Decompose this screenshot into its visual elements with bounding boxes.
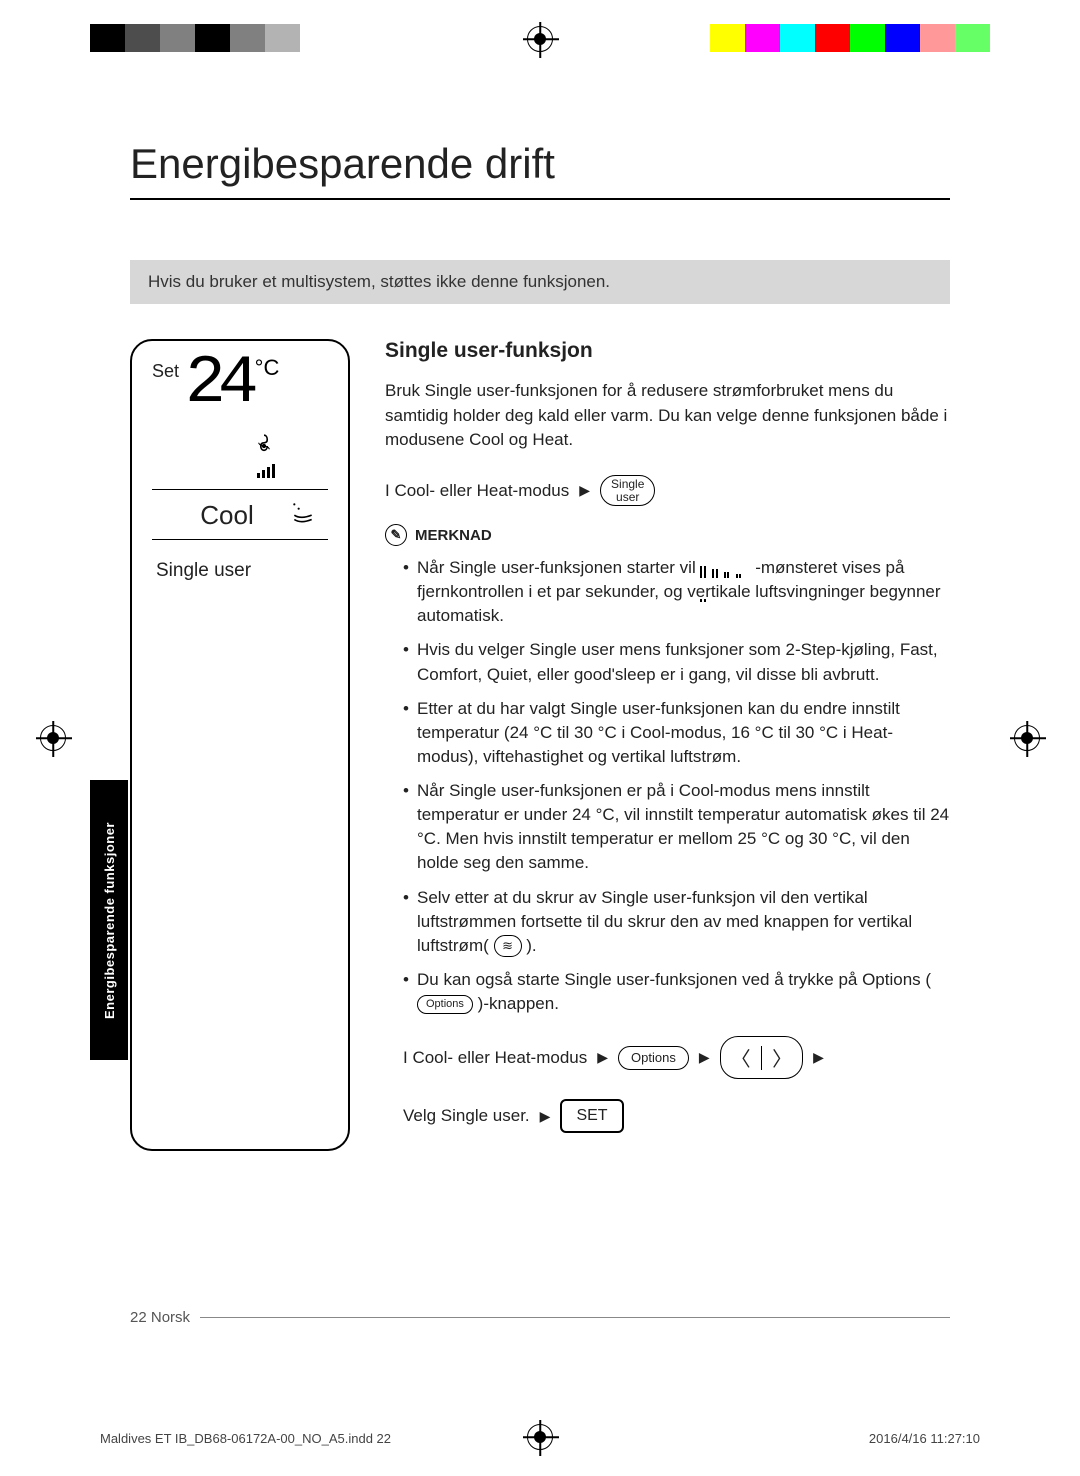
page-content: Energibesparende drift Hvis du bruker et… (90, 100, 990, 1376)
single-user-label: Single user (156, 560, 328, 582)
registration-mark-icon (1014, 725, 1040, 751)
step-line-1: I Cool- eller Heat-modus ▶ Single user (385, 475, 950, 506)
options-button: Options (618, 1046, 689, 1070)
list-item: Etter at du har valgt Single user-funksj… (403, 697, 950, 769)
set-button: SET (560, 1099, 623, 1133)
fan-icon (255, 383, 277, 464)
registration-mark-icon (40, 725, 66, 751)
side-tab: Energibesparende funksjoner (90, 780, 128, 1060)
temperature-value: 24 (185, 357, 251, 411)
options-button-inline: Options (417, 995, 473, 1015)
arrow-right-icon: ▶ (540, 1108, 551, 1125)
print-footer: Maldives ET IB_DB68-06172A-00_NO_A5.indd… (100, 1431, 980, 1446)
left-right-nav-button: 〈 〉 (720, 1036, 804, 1079)
single-user-btn-line1: Single (611, 478, 644, 491)
step1-prefix: I Cool- eller Heat-modus (385, 481, 569, 501)
arrow-right-icon: ▶ (597, 1049, 608, 1066)
temperature-unit: °C (255, 355, 280, 381)
list-item: Hvis du velger Single user mens funksjon… (403, 638, 950, 686)
arrow-right-icon: ▶ (699, 1049, 710, 1066)
merknad-heading: ✎ MERKNAD (385, 524, 950, 546)
signal-bars-icon (257, 464, 277, 483)
note-icon: ✎ (385, 524, 407, 546)
arrow-right-icon: ▶ (579, 482, 590, 499)
step2-prefix: I Cool- eller Heat-modus (403, 1048, 587, 1068)
list-item: Du kan også starte Single user-funksjone… (403, 968, 950, 1016)
remote-display: Set 24 °C Cool Single user (130, 339, 350, 1151)
merknad-label: MERKNAD (415, 527, 492, 544)
list-item: Når Single user-funksjonen er på i Cool-… (403, 779, 950, 876)
step3-prefix: Velg Single user. (403, 1106, 530, 1126)
nav-step-3: Velg Single user. ▶ SET (403, 1099, 950, 1133)
page-title: Energibesparende drift (130, 140, 950, 200)
registration-mark-icon (527, 26, 553, 52)
section-heading: Single user-funksjon (385, 339, 950, 363)
air-swing-icon (290, 500, 316, 531)
vertical-airflow-icon: ≋ (494, 935, 522, 957)
arrow-right-icon: ▶ (813, 1049, 824, 1066)
single-user-button: Single user (600, 475, 655, 506)
print-timestamp: 2016/4/16 11:27:10 (869, 1431, 980, 1446)
set-label: Set (152, 361, 179, 382)
list-item: Selv etter at du skrur av Single user-fu… (403, 886, 950, 958)
chevron-left-icon: 〈 (731, 1043, 751, 1072)
multisystem-note: Hvis du bruker et multisystem, støttes i… (130, 260, 950, 304)
single-user-btn-line2: user (616, 491, 639, 504)
list-item: Når Single user-funksjonen starter vil -… (403, 556, 950, 628)
page-lang: Norsk (151, 1309, 190, 1326)
file-name: Maldives ET IB_DB68-06172A-00_NO_A5.indd… (100, 1431, 391, 1446)
page-footer: 22 Norsk (130, 1309, 950, 1326)
intro-text: Bruk Single user-funksjonen for å reduse… (385, 379, 950, 453)
stairs-pattern-icon (700, 561, 750, 577)
note-list: Når Single user-funksjonen starter vil -… (385, 556, 950, 1016)
mode-label: Cool (164, 500, 290, 531)
side-tab-label: Energibesparende funksjoner (102, 822, 117, 1019)
chevron-right-icon: 〉 (772, 1043, 792, 1072)
page-number: 22 (130, 1309, 147, 1326)
nav-step-2: I Cool- eller Heat-modus ▶ Options ▶ 〈 〉… (403, 1036, 950, 1079)
